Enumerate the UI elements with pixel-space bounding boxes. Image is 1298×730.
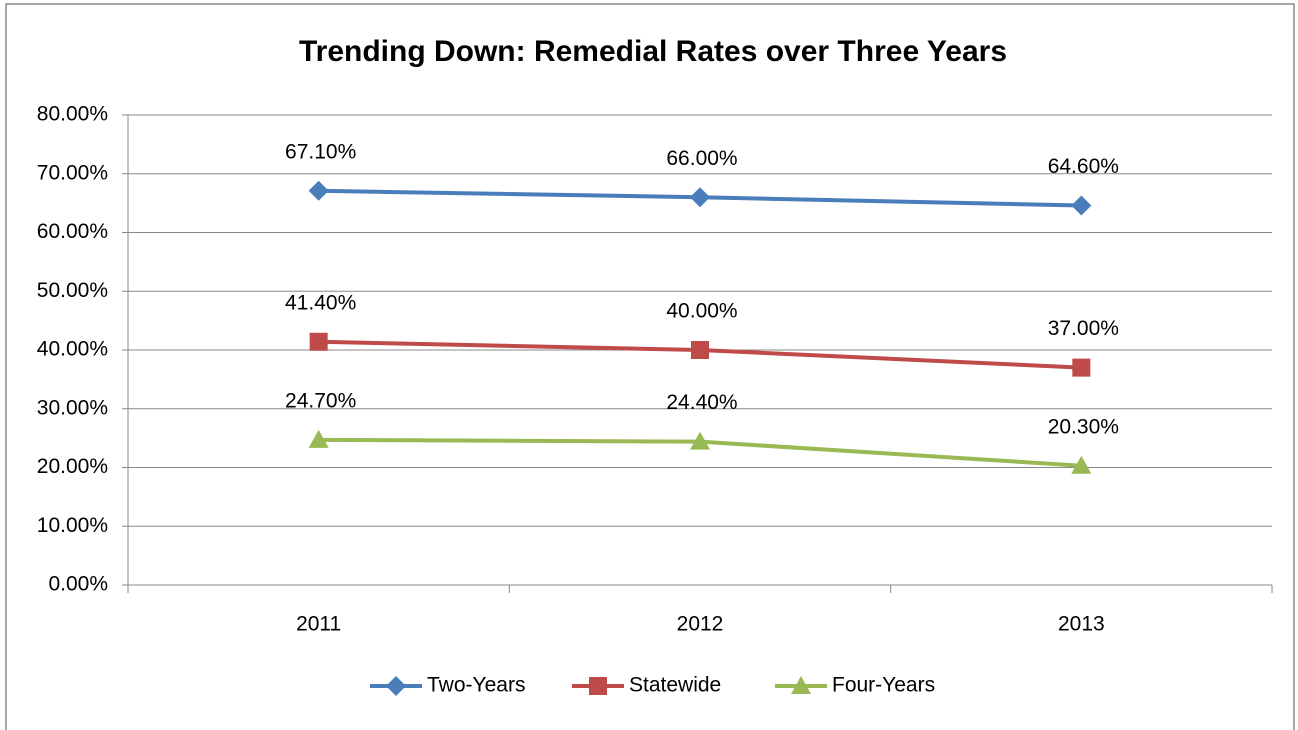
legend-label: Four-Years xyxy=(832,674,935,697)
y-tick-label: 20.00% xyxy=(37,455,108,478)
data-label: 24.40% xyxy=(666,391,737,414)
marker xyxy=(691,341,709,359)
x-tick-label: 2012 xyxy=(677,613,724,636)
y-tick-label: 40.00% xyxy=(37,338,108,361)
data-label: 37.00% xyxy=(1048,317,1119,340)
legend-marker xyxy=(589,677,607,695)
marker xyxy=(309,332,328,351)
legend-label: Statewide xyxy=(629,674,721,697)
marker xyxy=(308,429,329,448)
y-tick-label: 80.00% xyxy=(37,103,108,126)
chart-title: Trending Down: Remedial Rates over Three… xyxy=(299,35,1007,68)
y-tick-label: 30.00% xyxy=(37,396,108,419)
data-label: 24.70% xyxy=(285,389,356,412)
marker xyxy=(690,187,710,208)
data-label: 66.00% xyxy=(666,147,737,170)
x-tick-label: 2011 xyxy=(296,613,341,636)
x-tick-label: 2013 xyxy=(1058,613,1105,636)
marker xyxy=(1071,455,1092,474)
data-label: 40.00% xyxy=(666,300,737,323)
data-label: 64.60% xyxy=(1048,155,1119,178)
legend-marker xyxy=(386,676,406,696)
y-tick-label: 60.00% xyxy=(37,220,108,243)
marker xyxy=(308,180,329,201)
y-tick-label: 10.00% xyxy=(37,514,108,537)
data-label: 67.10% xyxy=(285,140,356,163)
marker xyxy=(1072,358,1091,377)
marker xyxy=(1071,195,1092,216)
y-tick-label: 70.00% xyxy=(37,161,108,184)
y-tick-label: 50.00% xyxy=(37,279,108,302)
data-label: 41.40% xyxy=(285,291,356,314)
legend-label: Two-Years xyxy=(427,674,525,697)
marker xyxy=(690,431,710,450)
y-tick-label: 0.00% xyxy=(48,573,108,596)
data-label: 20.30% xyxy=(1048,415,1119,438)
legend-marker xyxy=(791,676,811,694)
chart-border xyxy=(5,3,1295,730)
